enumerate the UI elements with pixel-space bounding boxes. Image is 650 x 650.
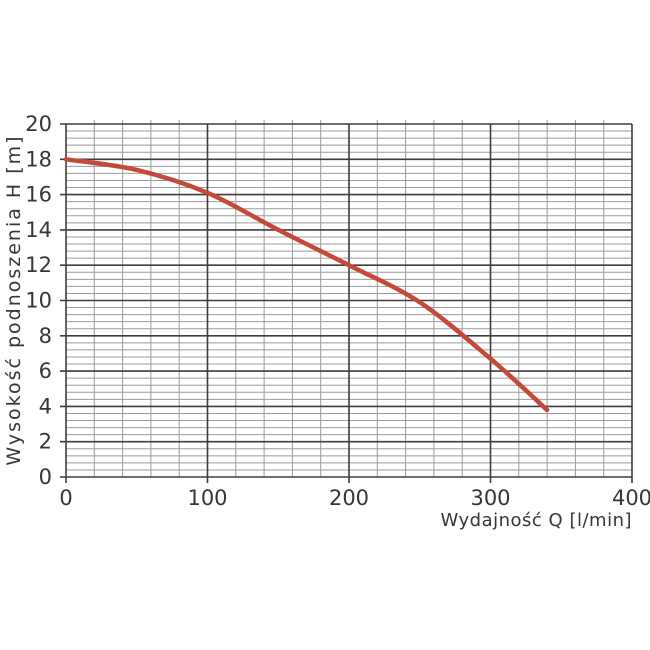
x-tick-label: 300 xyxy=(470,486,510,510)
y-tick-label: 2 xyxy=(39,430,52,454)
y-tick-label: 6 xyxy=(39,359,52,383)
y-tick-label: 20 xyxy=(25,112,52,136)
y-tick-label: 12 xyxy=(25,253,52,277)
y-tick-label: 14 xyxy=(25,218,52,242)
pump-curve xyxy=(63,157,550,413)
x-tick-label: 0 xyxy=(59,486,72,510)
y-tick-label: 4 xyxy=(39,394,52,418)
y-tick-labels: 0 2 4 6 8 10 12 14 16 18 20 xyxy=(25,112,52,489)
y-tick-label: 18 xyxy=(25,147,52,171)
x-tick-labels: 0 100 200 300 400 xyxy=(59,486,650,510)
x-tick-label: 200 xyxy=(329,486,369,510)
x-axis-title: Wydajność Q [l/min] xyxy=(440,510,632,531)
y-axis-title: Wysokość podnoszenia H [m] xyxy=(3,134,25,466)
y-tick-label: 0 xyxy=(39,465,52,489)
y-tick-label: 16 xyxy=(25,183,52,207)
grid-major xyxy=(60,123,633,483)
y-tick-label: 10 xyxy=(25,289,52,313)
x-tick-label: 400 xyxy=(612,486,650,510)
y-tick-label: 8 xyxy=(39,324,52,348)
x-tick-label: 100 xyxy=(187,486,227,510)
